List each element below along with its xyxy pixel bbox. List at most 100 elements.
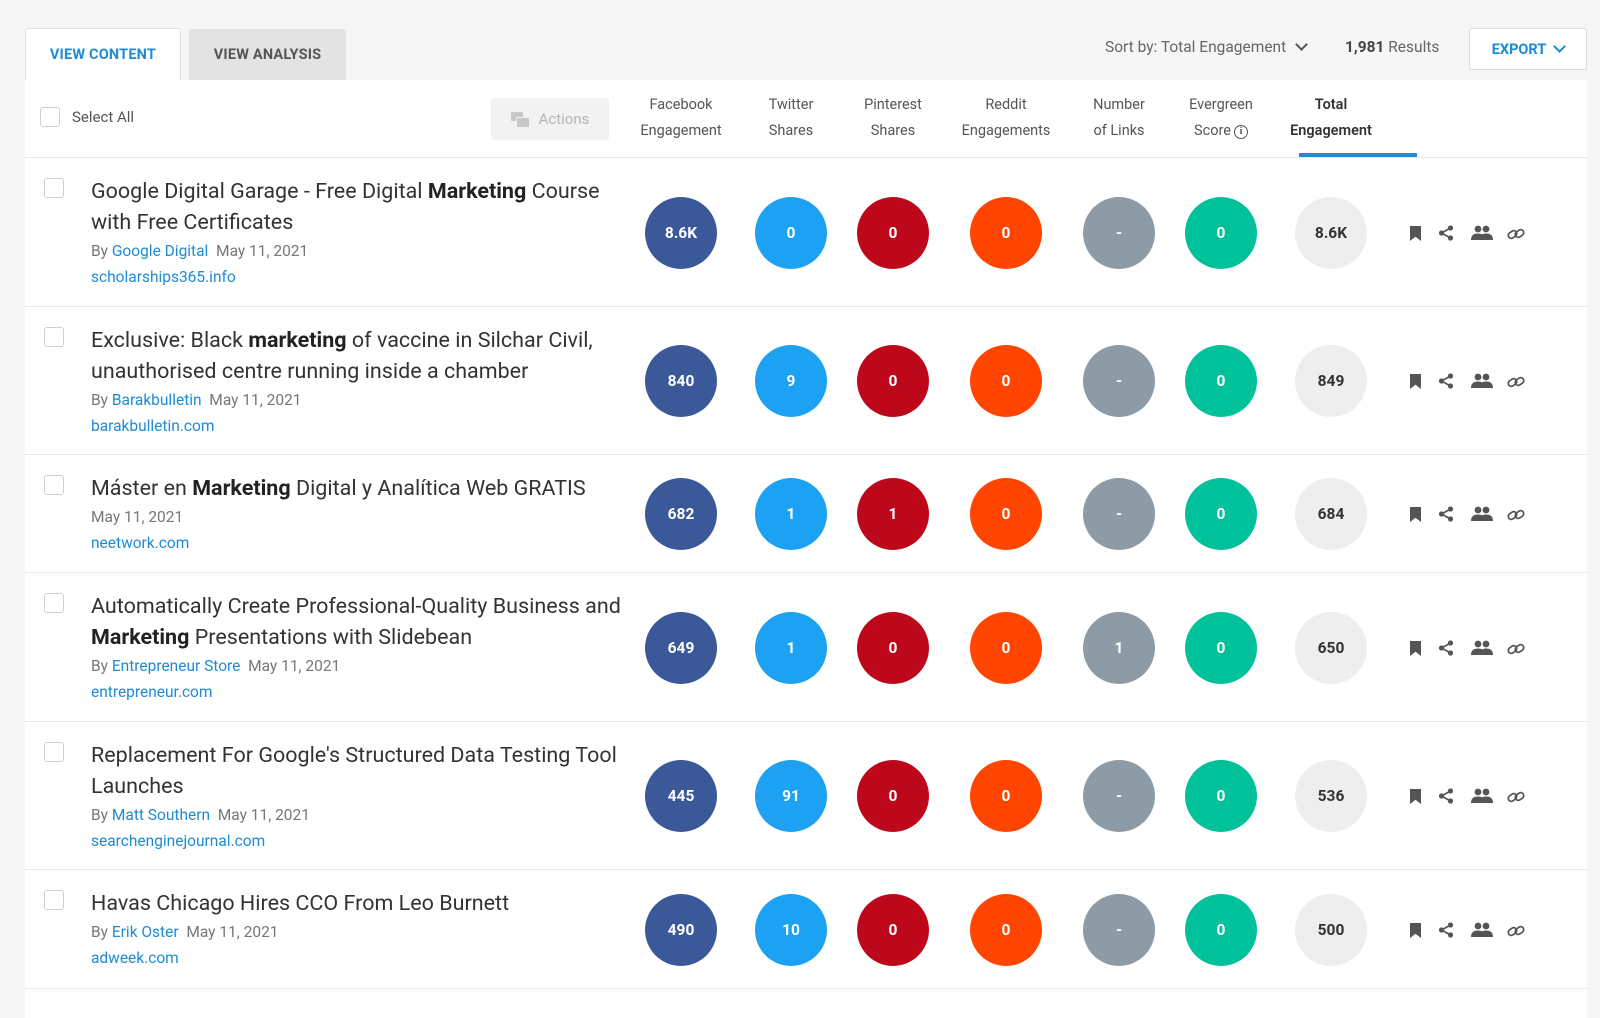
link-icon[interactable] — [1507, 226, 1525, 245]
author-link[interactable]: Barakbulletin — [111, 391, 202, 409]
twitter-shares-value: 10 — [755, 894, 827, 966]
link-icon[interactable] — [1507, 789, 1525, 808]
column-header-line1: Twitter — [768, 96, 814, 113]
share-icon[interactable] — [1438, 373, 1454, 393]
influencers-icon[interactable] — [1471, 225, 1493, 245]
bookmark-icon[interactable] — [1410, 923, 1421, 938]
sort-dropdown[interactable]: Sort by: Total Engagement — [1105, 38, 1309, 56]
influencers-icon[interactable] — [1471, 506, 1493, 526]
column-header-line2-text: Score — [1194, 122, 1231, 139]
share-icon[interactable] — [1438, 922, 1454, 942]
evergreen-score-value: 0 — [1185, 197, 1257, 269]
domain-link[interactable]: searchenginejournal.com — [91, 832, 266, 850]
column-header-line2: Engagement — [621, 118, 741, 144]
select-all-checkbox[interactable] — [40, 107, 60, 127]
column-header-evergreen-score[interactable]: Evergreen Score i — [1161, 92, 1281, 144]
publish-date: May 11, 2021 — [91, 508, 184, 526]
column-header-line2: Shares — [731, 118, 851, 144]
tab-view-content[interactable]: VIEW CONTENT — [25, 28, 181, 80]
reddit-engagements-value: 0 — [970, 894, 1042, 966]
column-header-reddit-engagements[interactable]: Reddit Engagements — [946, 92, 1066, 144]
bookmark-icon[interactable] — [1410, 507, 1421, 522]
column-header-line2-text: of Links — [1093, 122, 1145, 139]
influencers-icon[interactable] — [1471, 373, 1493, 393]
article-title[interactable]: Google Digital Garage - Free Digital Mar… — [91, 179, 600, 235]
share-icon[interactable] — [1438, 788, 1454, 808]
article-title[interactable]: Máster en Marketing Digital y Analítica … — [91, 476, 586, 501]
publish-date: May 11, 2021 — [209, 391, 302, 409]
article-meta: By Google Digital May 11, 2021 — [91, 242, 308, 260]
row-checkbox[interactable] — [44, 178, 64, 198]
evergreen-score-value: 0 — [1185, 760, 1257, 832]
share-icon[interactable] — [1438, 640, 1454, 660]
domain-link[interactable]: barakbulletin.com — [91, 417, 215, 435]
number-of-links-value: - — [1083, 478, 1155, 550]
share-icon[interactable] — [1438, 225, 1454, 245]
article-title[interactable]: Automatically Create Professional-Qualit… — [91, 594, 621, 650]
link-icon[interactable] — [1507, 507, 1525, 526]
bookmark-icon[interactable] — [1410, 374, 1421, 389]
column-header-number-of-links[interactable]: Number of Links — [1059, 92, 1179, 144]
chevron-down-icon — [1295, 38, 1309, 51]
pinterest-shares-value: 0 — [857, 197, 929, 269]
column-header-line1: Total — [1314, 96, 1348, 113]
column-header-twitter-shares[interactable]: Twitter Shares — [731, 92, 851, 144]
column-header-facebook-engagement[interactable]: Facebook Engagement — [621, 92, 741, 144]
author-link[interactable]: Matt Southern — [111, 806, 211, 824]
bookmark-icon[interactable] — [1410, 789, 1421, 804]
domain-link[interactable]: scholarships365.info — [91, 268, 236, 286]
article-meta: May 11, 2021 — [91, 508, 183, 526]
bookmark-icon[interactable] — [1410, 641, 1421, 656]
by-label: By — [91, 806, 108, 824]
article-title[interactable]: Replacement For Google's Structured Data… — [91, 743, 617, 799]
publish-date: May 11, 2021 — [186, 923, 279, 941]
export-button[interactable]: EXPORT — [1469, 28, 1587, 70]
author-link[interactable]: Google Digital — [111, 242, 209, 260]
table-header: Select All Actions Facebook Engagement Twi… — [25, 80, 1587, 158]
column-header-line2-text: Shares — [870, 122, 916, 139]
row-checkbox[interactable] — [44, 475, 64, 495]
pinterest-shares-value: 0 — [857, 345, 929, 417]
column-header-line1: Reddit — [985, 96, 1027, 113]
info-icon[interactable]: i — [1233, 125, 1248, 139]
column-header-total-engagement[interactable]: Total Engagement — [1271, 92, 1391, 144]
bookmark-icon[interactable] — [1410, 226, 1421, 241]
twitter-shares-value: 9 — [755, 345, 827, 417]
domain-link[interactable]: adweek.com — [91, 949, 179, 967]
share-icon[interactable] — [1438, 506, 1454, 526]
facebook-engagement-value: 649 — [645, 612, 717, 684]
column-header-line2-text: Engagements — [961, 122, 1051, 139]
row-checkbox[interactable] — [44, 593, 64, 613]
row-checkbox[interactable] — [44, 742, 64, 762]
row-checkbox[interactable] — [44, 890, 64, 910]
influencers-icon[interactable] — [1471, 922, 1493, 942]
evergreen-score-value: 0 — [1185, 478, 1257, 550]
link-icon[interactable] — [1507, 923, 1525, 942]
actions-button[interactable]: Actions — [491, 98, 609, 140]
column-header-pinterest-shares[interactable]: Pinterest Shares — [833, 92, 953, 144]
facebook-engagement-value: 490 — [645, 894, 717, 966]
tab-view-analysis[interactable]: VIEW ANALYSIS — [189, 29, 346, 80]
twitter-shares-value: 1 — [755, 612, 827, 684]
reddit-engagements-value: 0 — [970, 197, 1042, 269]
column-header-line1: Number — [1093, 96, 1145, 113]
link-icon[interactable] — [1507, 374, 1525, 393]
influencers-icon[interactable] — [1471, 640, 1493, 660]
article-title[interactable]: Havas Chicago Hires CCO From Leo Burnett — [91, 891, 510, 916]
total-engagement-value: 500 — [1295, 894, 1367, 966]
author-link[interactable]: Erik Oster — [111, 923, 179, 941]
column-header-line2: Score i — [1161, 118, 1281, 144]
row-checkbox[interactable] — [44, 327, 64, 347]
domain-link[interactable]: entrepreneur.com — [91, 683, 213, 701]
publish-date: May 11, 2021 — [216, 242, 309, 260]
twitter-shares-value: 1 — [755, 478, 827, 550]
link-icon[interactable] — [1507, 641, 1525, 660]
reddit-engagements-value: 0 — [970, 345, 1042, 417]
column-header-line2-text: Engagement — [1290, 122, 1372, 139]
author-link[interactable]: Entrepreneur Store — [111, 657, 241, 675]
number-of-links-value: - — [1083, 345, 1155, 417]
influencers-icon[interactable] — [1471, 788, 1493, 808]
article-title[interactable]: Exclusive: Black marketing of vaccine in… — [91, 328, 593, 384]
domain-link[interactable]: neetwork.com — [91, 534, 190, 552]
table-row: Máster en Marketing Digital y Analítica … — [25, 455, 1587, 573]
